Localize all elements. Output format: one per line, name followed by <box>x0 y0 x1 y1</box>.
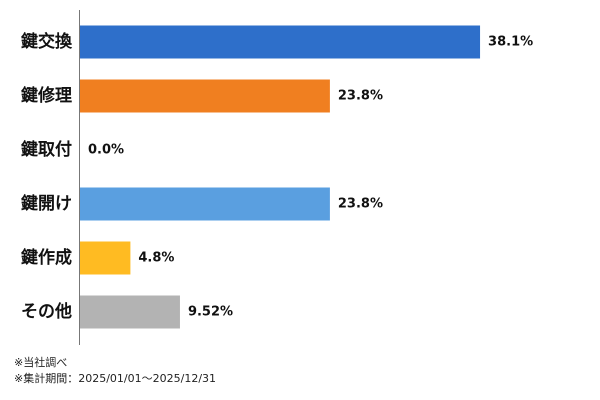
category-label: 鍵取付 <box>21 139 72 160</box>
category-label: 鍵修理 <box>21 85 72 106</box>
category-label: 鍵交換 <box>21 31 73 52</box>
category-label: 鍵開け <box>21 193 72 214</box>
footnote-source: ※当社調べ <box>14 356 68 369</box>
bar <box>80 187 330 221</box>
footnote-period: ※集計期間：2025/01/01〜2025/12/31 <box>14 372 217 385</box>
footnotes: ※当社調べ ※集計期間：2025/01/01〜2025/12/31 <box>14 355 216 387</box>
value-label: 0.0% <box>88 143 124 158</box>
bar-chart: 鍵交換 38.1% 鍵修理 23.8% 鍵取付 0.0% 鍵開け 23.8% 鍵作成 4.8% その… <box>21 10 533 345</box>
value-label: 9.52% <box>188 305 233 320</box>
value-label: 38.1% <box>488 35 533 50</box>
bar <box>80 295 180 329</box>
bar <box>80 25 481 59</box>
bar <box>80 241 131 275</box>
value-label: 23.8% <box>338 89 383 104</box>
bar <box>80 79 330 113</box>
value-label: 4.8% <box>138 251 174 266</box>
category-label: その他 <box>21 301 72 322</box>
value-label: 23.8% <box>338 197 383 212</box>
category-label: 鍵作成 <box>21 247 72 268</box>
